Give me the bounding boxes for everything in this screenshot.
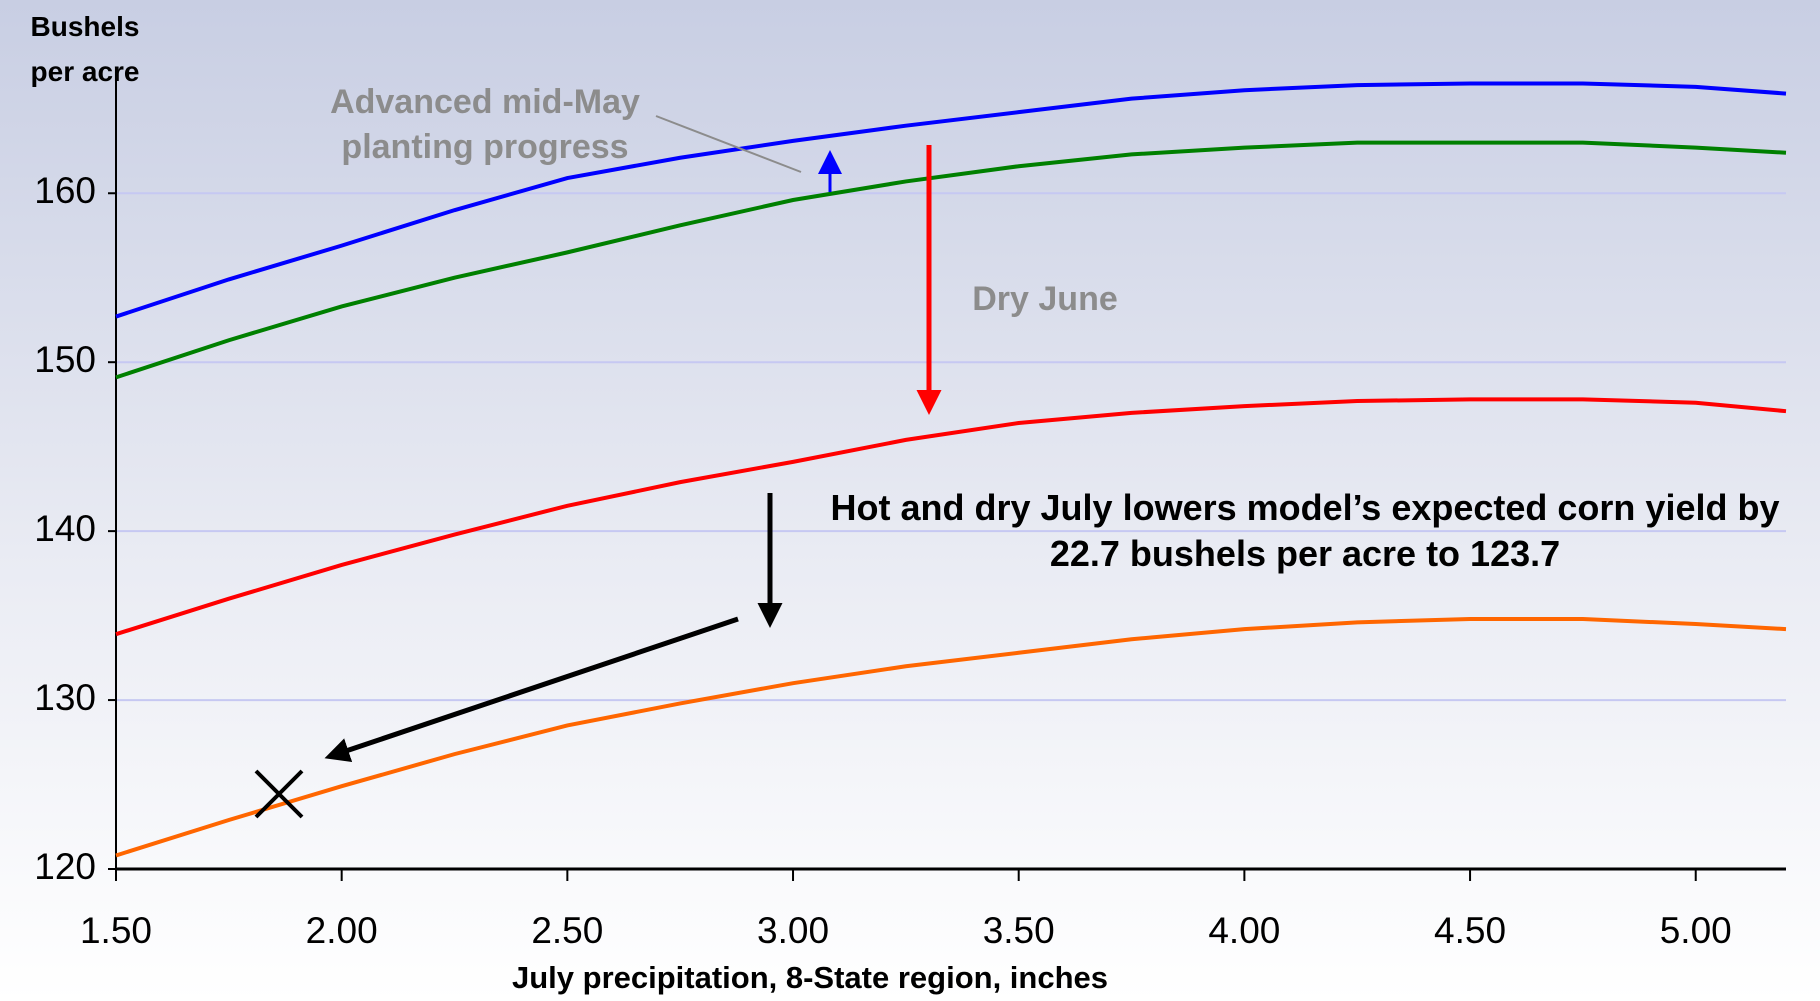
- leader-line: [655, 115, 802, 173]
- series-line: [115, 140, 1787, 380]
- arrow: [324, 616, 739, 763]
- series-line: [115, 81, 1787, 319]
- x-marker: [254, 769, 304, 819]
- y-axis-label: Bushels per acre: [30, 11, 140, 87]
- series-line: [115, 397, 1787, 637]
- annotation: Hot and dry July lowers model’s expected…: [830, 487, 1780, 574]
- x-tick-label: 4.00: [1208, 910, 1280, 951]
- series-line: [115, 616, 1787, 858]
- x-tick-label: 1.50: [80, 910, 152, 951]
- x-tick-label: 4.50: [1434, 910, 1506, 951]
- y-tick-label: 130: [34, 677, 96, 718]
- x-axis-label: July precipitation, 8-State region, inch…: [511, 960, 1109, 995]
- y-tick-label: 140: [34, 508, 96, 549]
- annotation: Dry June: [972, 280, 1118, 318]
- y-tick-label: 160: [34, 170, 96, 211]
- x-tick-label: 3.50: [983, 910, 1055, 951]
- x-tick-label: 5.00: [1660, 910, 1732, 951]
- x-tick-label: 2.00: [306, 910, 378, 951]
- y-tick-label: 150: [34, 339, 96, 380]
- x-tick-label: 2.50: [531, 910, 603, 951]
- x-tick-label: 3.00: [757, 910, 829, 951]
- annotation: Advanced mid-May planting progress: [330, 83, 640, 166]
- y-tick-label: 120: [34, 846, 96, 887]
